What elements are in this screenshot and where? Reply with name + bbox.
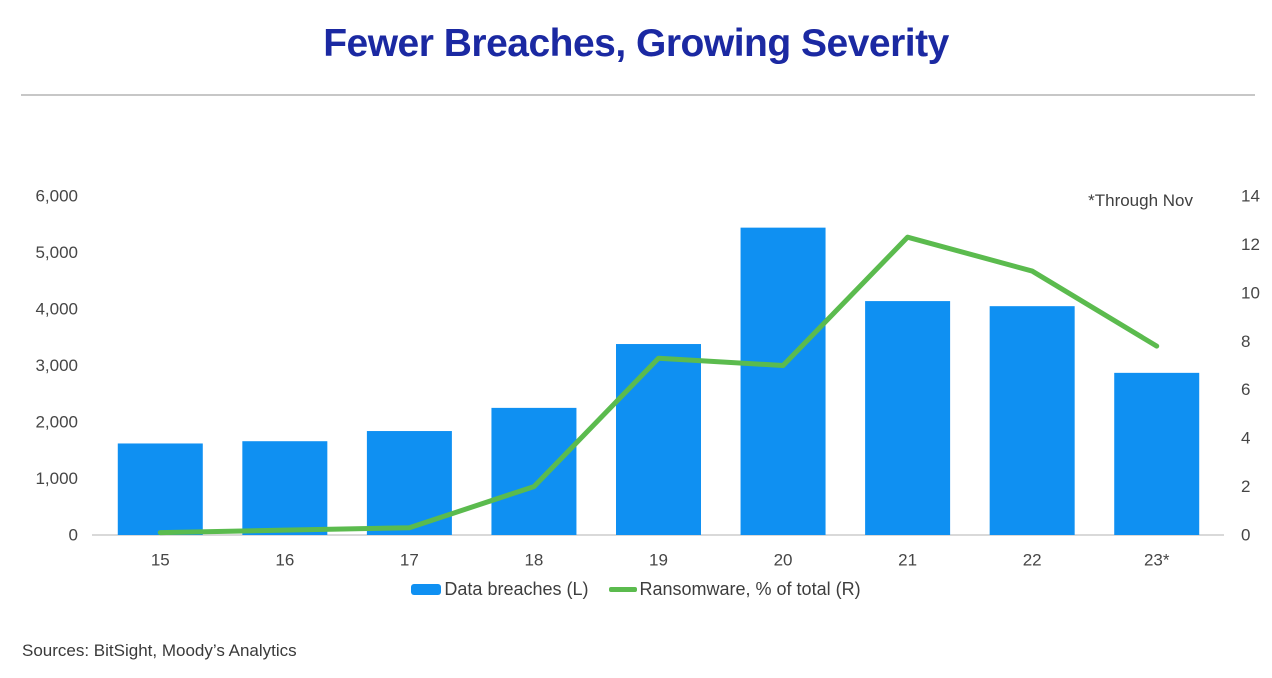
bar-15 xyxy=(117,443,203,535)
right-axis-tick: 8 xyxy=(1241,332,1250,351)
title-divider xyxy=(21,94,1255,96)
x-axis-label-17: 17 xyxy=(400,551,419,570)
x-axis-label-19: 19 xyxy=(649,551,668,570)
left-axis-tick: 5,000 xyxy=(35,243,78,262)
right-axis-tick: 10 xyxy=(1241,283,1260,302)
left-axis-tick: 4,000 xyxy=(35,300,78,319)
chart-title: Fewer Breaches, Growing Severity xyxy=(323,22,949,65)
x-axis-label-21: 21 xyxy=(898,551,917,570)
x-axis-label-16: 16 xyxy=(275,551,294,570)
bar-21 xyxy=(865,301,951,535)
through-nov-annotation: *Through Nov xyxy=(1088,191,1193,210)
x-axis-label-22: 22 xyxy=(1023,551,1042,570)
legend-item-data-breaches: Data breaches (L) xyxy=(411,579,589,600)
left-axis-tick: 3,000 xyxy=(35,356,78,375)
left-axis-tick: 2,000 xyxy=(35,413,78,432)
x-axis-label-23: 23* xyxy=(1144,551,1170,570)
left-axis-tick: 1,000 xyxy=(35,469,78,488)
bar-19 xyxy=(616,344,701,535)
right-axis-tick: 2 xyxy=(1241,477,1250,496)
right-axis-tick: 6 xyxy=(1241,380,1250,399)
left-axis-tick: 6,000 xyxy=(35,187,78,206)
x-axis-label-15: 15 xyxy=(151,551,170,570)
bar-20 xyxy=(740,227,826,535)
sources-note: Sources: BitSight, Moody’s Analytics xyxy=(22,641,297,660)
right-axis-tick: 12 xyxy=(1241,235,1260,254)
ransomware-line xyxy=(157,234,1160,536)
bar-22 xyxy=(989,306,1075,535)
right-axis-tick: 0 xyxy=(1241,526,1250,545)
legend-label-data-breaches: Data breaches (L) xyxy=(444,579,589,599)
right-axis-tick: 4 xyxy=(1241,429,1250,448)
x-axis-label-20: 20 xyxy=(774,551,793,570)
legend-label-ransomware: Ransomware, % of total (R) xyxy=(639,579,861,599)
bar-23* xyxy=(1114,372,1200,535)
left-axis-tick: 0 xyxy=(69,526,78,545)
ransomware-line-swatch xyxy=(608,587,637,592)
legend-item-ransomware: Ransomware, % of total (R) xyxy=(608,579,861,600)
bar-16 xyxy=(242,441,328,535)
bar-18 xyxy=(491,407,577,535)
right-axis-tick: 14 xyxy=(1241,187,1260,206)
data-breaches-swatch xyxy=(411,584,442,595)
chart-legend: Data breaches (L) Ransomware, % of total… xyxy=(0,579,1272,600)
x-axis-label-18: 18 xyxy=(524,551,543,570)
